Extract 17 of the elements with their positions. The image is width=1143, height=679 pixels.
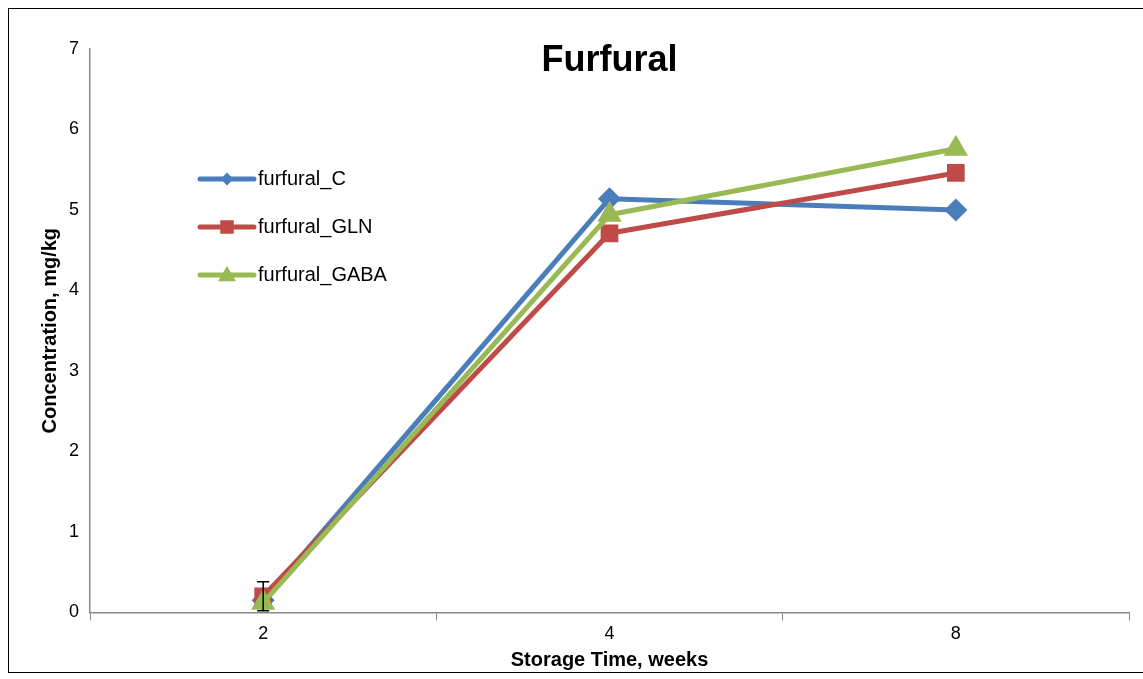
y-tick-label: 1 — [69, 520, 80, 541]
legend-label: furfural_GABA — [258, 262, 388, 286]
y-tick-label: 5 — [69, 198, 80, 219]
y-tick-label: 2 — [69, 440, 80, 461]
x-tick-label: 4 — [604, 623, 615, 644]
y-tick-label: 7 — [69, 37, 80, 58]
y-tick-label: 4 — [69, 279, 80, 300]
y-axis-title: Concentration, mg/kg — [37, 227, 60, 434]
chart-title: Furfural — [541, 37, 678, 79]
y-tick-label: 0 — [69, 601, 80, 622]
legend-label: furfural_GLN — [258, 214, 373, 238]
x-axis-title: Storage Time, weeks — [510, 647, 709, 670]
x-tick-label: 8 — [950, 623, 961, 644]
x-tick-label: 2 — [258, 623, 269, 644]
legend-label: furfural_C — [258, 166, 346, 190]
y-tick-label: 6 — [69, 118, 80, 139]
y-tick-label: 3 — [69, 359, 80, 380]
